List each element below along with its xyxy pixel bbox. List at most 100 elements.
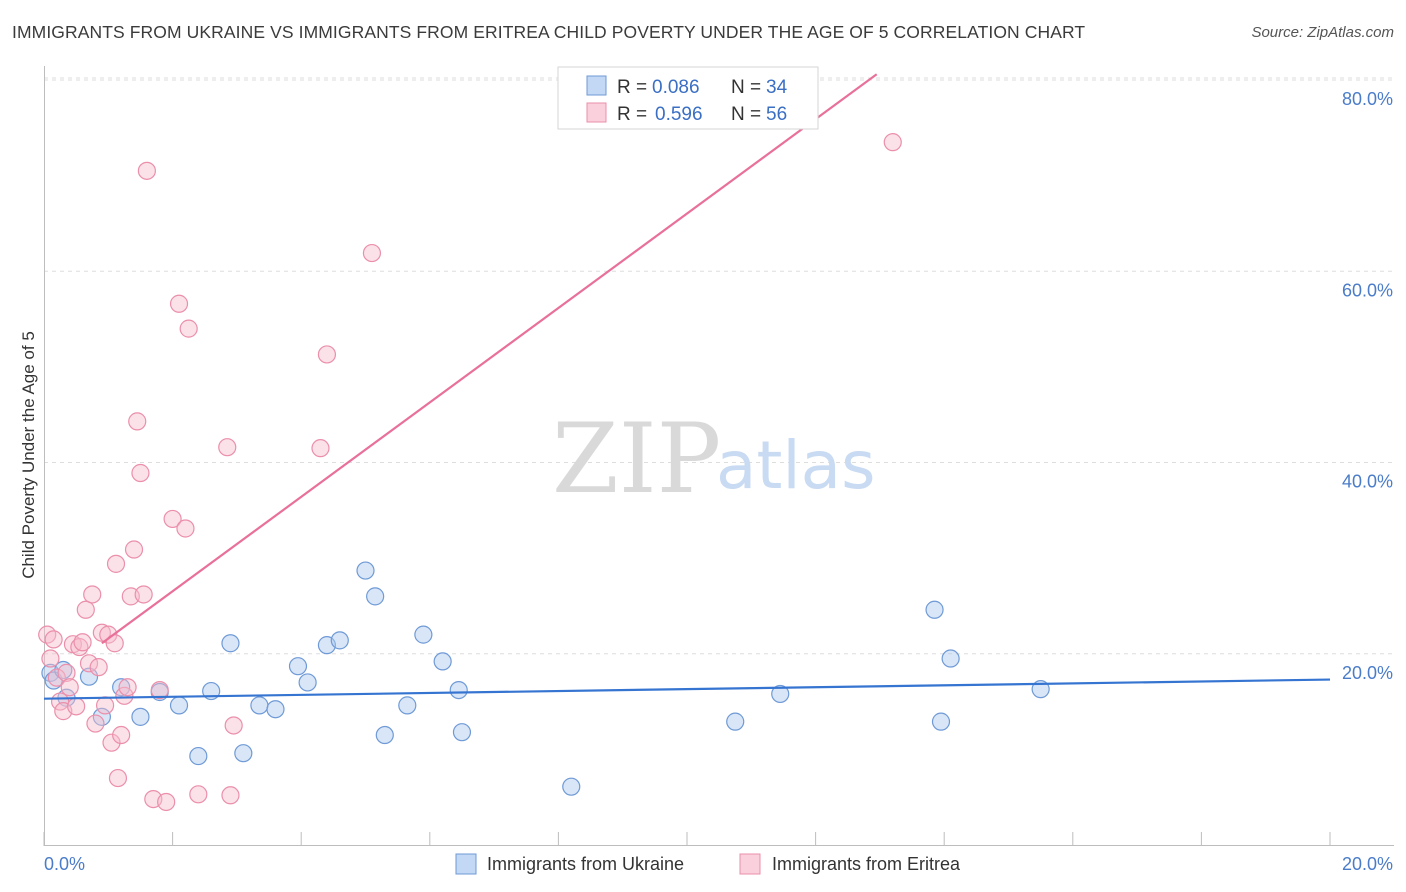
- trend-lines: [43, 73, 1331, 700]
- trend-line-ukraine: [43, 678, 1331, 700]
- legend-r-value-eritrea: 0.596: [655, 104, 703, 125]
- grid-lines: [44, 77, 1394, 655]
- trend-line-eritrea: [101, 73, 878, 645]
- point-ukraine-13: [234, 744, 253, 763]
- point-ukraine-24: [414, 625, 433, 644]
- bottom-legend-label-ukraine: Immigrants from Ukraine: [487, 854, 684, 874]
- point-ukraine-31: [925, 600, 944, 619]
- legend-n-value-ukraine: 34: [766, 77, 788, 98]
- point-eritrea-28: [124, 540, 144, 559]
- point-eritrea-13: [79, 654, 99, 673]
- legend-n-label-ukraine: N =: [731, 77, 761, 98]
- legend-r-label-eritrea: R =: [617, 104, 647, 125]
- point-ukraine-21: [366, 587, 385, 606]
- point-eritrea-47: [883, 133, 902, 152]
- y-axis-label: Child Poverty Under the Age of 5: [19, 331, 38, 579]
- point-eritrea-34: [150, 680, 169, 700]
- y-tick-label-80: 80.0%: [1342, 89, 1393, 109]
- point-eritrea-23: [108, 768, 128, 788]
- point-eritrea-45: [317, 345, 337, 364]
- legend-swatch-ukraine: [586, 75, 607, 96]
- point-eritrea-24: [112, 725, 131, 745]
- point-eritrea-42: [221, 786, 240, 805]
- point-eritrea-1: [41, 649, 60, 668]
- y-tick-label-20: 20.0%: [1342, 663, 1393, 683]
- point-eritrea-9: [67, 697, 86, 716]
- point-ukraine-25: [433, 652, 452, 671]
- point-eritrea-2: [44, 630, 63, 649]
- x-tick-label-right: 20.0%: [1342, 854, 1393, 874]
- bottom-legend-swatch-eritrea: [739, 853, 761, 875]
- point-eritrea-6: [57, 663, 76, 682]
- legend-r-label-ukraine: R =: [617, 77, 647, 98]
- point-eritrea-36: [163, 509, 182, 529]
- bottom-legend-label-eritrea: Immigrants from Eritrea: [772, 854, 961, 874]
- chart-title: IMMIGRANTS FROM UKRAINE VS IMMIGRANTS FR…: [12, 22, 1086, 42]
- point-ukraine-9: [169, 696, 189, 715]
- point-ukraine-16: [288, 657, 308, 676]
- point-ukraine-22: [375, 725, 394, 745]
- point-ukraine-14: [250, 696, 269, 715]
- point-ukraine-33: [941, 649, 960, 668]
- legend-swatch-eritrea: [586, 102, 607, 123]
- point-eritrea-20: [102, 733, 121, 752]
- point-eritrea-18: [95, 696, 115, 715]
- y-tick-label-40: 40.0%: [1342, 472, 1393, 492]
- point-ukraine-7: [131, 707, 150, 726]
- point-eritrea-40: [189, 785, 208, 804]
- point-ukraine-23: [398, 696, 417, 715]
- point-eritrea-38: [176, 519, 195, 538]
- bottom-legend-swatch-ukraine: [455, 853, 477, 875]
- series-eritrea-points: [38, 133, 902, 812]
- point-eritrea-39: [179, 319, 198, 338]
- series-ukraine-points: [41, 561, 1050, 796]
- point-eritrea-41: [218, 438, 237, 457]
- point-ukraine-15: [266, 700, 285, 719]
- point-eritrea-14: [83, 585, 102, 604]
- watermark-zip: ZIP: [552, 403, 721, 515]
- y-tick-label-60: 60.0%: [1342, 280, 1393, 300]
- point-ukraine-27: [452, 723, 472, 742]
- point-ukraine-4: [79, 667, 99, 686]
- point-eritrea-37: [169, 294, 189, 313]
- watermark-atlas: atlas: [716, 427, 876, 504]
- source-label: Source: ZipAtlas.com: [1251, 24, 1394, 41]
- point-eritrea-32: [137, 161, 156, 180]
- point-ukraine-19: [330, 631, 349, 650]
- bottom-legend: Immigrants from Ukraine Immigrants from …: [455, 853, 961, 875]
- point-ukraine-29: [726, 712, 745, 731]
- point-ukraine-32: [931, 712, 951, 731]
- legend-n-label-eritrea: N =: [731, 104, 761, 125]
- legend-r-value-ukraine: 0.086: [652, 77, 700, 98]
- point-ukraine-20: [356, 561, 375, 580]
- point-eritrea-35: [157, 792, 176, 812]
- point-eritrea-43: [224, 716, 243, 735]
- point-ukraine-10: [189, 746, 208, 766]
- point-eritrea-7: [60, 678, 79, 697]
- point-eritrea-12: [76, 600, 95, 619]
- point-eritrea-22: [106, 554, 126, 573]
- point-eritrea-15: [86, 714, 105, 733]
- axes: [44, 66, 1394, 846]
- legend: R = 0.086 N = 34 R = 0.596 N = 56: [557, 66, 819, 130]
- point-eritrea-11: [73, 633, 92, 652]
- x-ticks: [43, 832, 1331, 846]
- point-eritrea-16: [89, 658, 108, 677]
- point-eritrea-46: [362, 243, 382, 263]
- point-ukraine-30: [771, 684, 790, 704]
- point-ukraine-12: [221, 634, 240, 653]
- x-tick-label-left: 0.0%: [44, 854, 85, 874]
- point-ukraine-28: [562, 777, 581, 796]
- point-eritrea-44: [311, 439, 330, 458]
- point-eritrea-17: [92, 623, 111, 642]
- point-eritrea-29: [128, 412, 147, 431]
- point-ukraine-17: [298, 673, 317, 692]
- point-eritrea-26: [118, 678, 137, 697]
- point-ukraine-5: [92, 707, 111, 726]
- point-eritrea-30: [131, 463, 150, 483]
- watermark: ZIP atlas: [552, 403, 876, 515]
- point-ukraine-26: [449, 680, 468, 700]
- point-eritrea-31: [134, 585, 153, 604]
- legend-n-value-eritrea: 56: [766, 104, 787, 125]
